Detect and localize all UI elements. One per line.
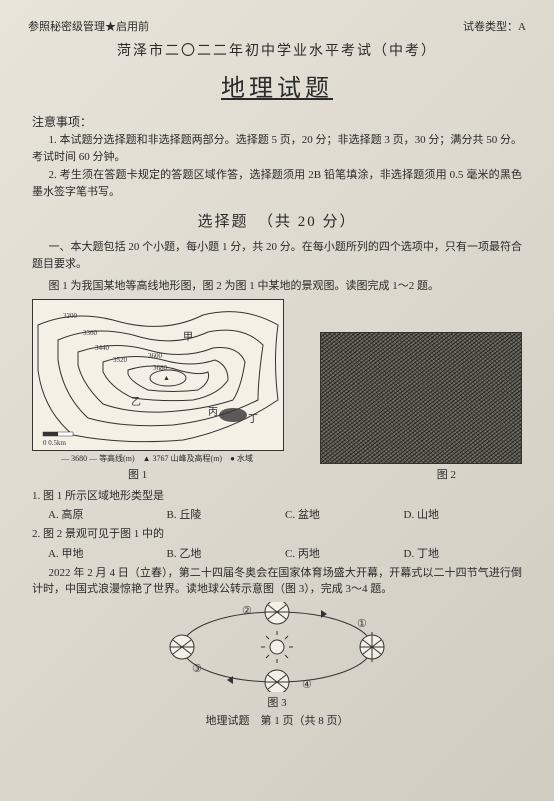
- label-bing: 丙: [208, 407, 218, 418]
- label-yi: 乙: [131, 396, 141, 408]
- svg-text:3440: 3440: [95, 344, 110, 352]
- svg-text:①: ①: [357, 618, 367, 630]
- section-title: 选择题 （共 20 分）: [28, 210, 526, 231]
- q2-opt-b: B. 乙地: [167, 545, 286, 561]
- q1-opt-c: C. 盆地: [285, 506, 404, 522]
- svg-text:3360: 3360: [83, 329, 98, 337]
- svg-text:▲: ▲: [163, 374, 170, 382]
- figure-2-wrap: [320, 332, 522, 464]
- svg-text:3680: 3680: [153, 364, 168, 372]
- figure-2: [320, 332, 522, 464]
- figure-1-wrap: ▲ 甲 乙 丙 丁 3200 3360 3440 3520 3600 3680: [32, 299, 284, 464]
- q2-opt-d: D. 丁地: [404, 545, 523, 561]
- svg-text:②: ②: [242, 605, 252, 617]
- q2-opt-a: A. 甲地: [48, 545, 167, 561]
- q1-opt-a: A. 高原: [48, 506, 167, 522]
- passage-2: 2022 年 2 月 4 日（立春），第二十四届冬奥会在国家体育场盛大开幕，开幕…: [32, 565, 522, 598]
- notice-1: 1. 本试题分选择题和非选择题两部分。选择题 5 页，20 分；非选择题 3 页…: [32, 132, 522, 165]
- question-1: 1. 图 1 所示区域地形类型是: [32, 488, 522, 505]
- exam-title: 菏泽市二〇二二年初中学业水平考试（中考）: [28, 40, 526, 60]
- secret-label: 参照秘密级管理★启用前: [28, 18, 149, 34]
- page-footer: 地理试题 第 1 页（共 8 页）: [28, 712, 526, 728]
- q1-opt-b: B. 丘陵: [167, 506, 286, 522]
- figure-1-legend: — 3680 — 等高线(m) ▲ 3767 山峰及高程(m) ● 水域: [32, 453, 282, 464]
- question-2: 2. 图 2 景观可见于图 1 中的: [32, 526, 522, 543]
- q2-opt-c: C. 丙地: [285, 545, 404, 561]
- contour-map: ▲ 甲 乙 丙 丁 3200 3360 3440 3520 3600 3680: [33, 300, 283, 450]
- figure-1: ▲ 甲 乙 丙 丁 3200 3360 3440 3520 3600 3680: [32, 299, 284, 451]
- figure-caption-row: 图 1 图 2: [128, 466, 456, 482]
- svg-text:0 0.5km: 0 0.5km: [43, 439, 67, 447]
- section-intro: 一、本大题包括 20 个小题，每小题 1 分，共 20 分。在每小题所列的四个选…: [32, 239, 522, 272]
- svg-text:3600: 3600: [148, 352, 163, 360]
- paper-type: 试卷类型：A: [463, 18, 526, 34]
- question-1-options: A. 高原 B. 丘陵 C. 盆地 D. 山地: [48, 506, 522, 522]
- header-row: 参照秘密级管理★启用前 试卷类型：A: [28, 18, 526, 34]
- exam-page: 参照秘密级管理★启用前 试卷类型：A 菏泽市二〇二二年初中学业水平考试（中考） …: [0, 0, 554, 801]
- figure-3-wrap: ① ② ③ ④ 图 3: [28, 602, 526, 710]
- svg-text:④: ④: [302, 679, 312, 691]
- caption-fig2: 图 2: [437, 466, 456, 482]
- svg-text:3520: 3520: [113, 356, 128, 364]
- question-2-options: A. 甲地 B. 乙地 C. 丙地 D. 丁地: [48, 545, 522, 561]
- q1-opt-d: D. 山地: [404, 506, 523, 522]
- figure-3: ① ② ③ ④: [162, 602, 392, 692]
- svg-text:3200: 3200: [63, 312, 78, 320]
- svg-text:③: ③: [192, 663, 202, 675]
- figures-row: ▲ 甲 乙 丙 丁 3200 3360 3440 3520 3600 3680: [32, 299, 522, 464]
- label-ding: 丁: [248, 414, 258, 425]
- caption-fig1: 图 1: [128, 466, 147, 482]
- caption-fig3: 图 3: [28, 694, 526, 710]
- notice-label: 注意事项：: [32, 113, 526, 130]
- figure-intro-1: 图 1 为我国某地等高线地形图，图 2 为图 1 中某地的景观图。读图完成 1～…: [32, 278, 522, 295]
- label-jia: 甲: [183, 332, 193, 343]
- notice-2: 2. 考生须在答题卡规定的答题区域作答，选择题须用 2B 铅笔填涂，非选择题须用…: [32, 167, 522, 200]
- subject-title: 地理试题: [28, 68, 526, 103]
